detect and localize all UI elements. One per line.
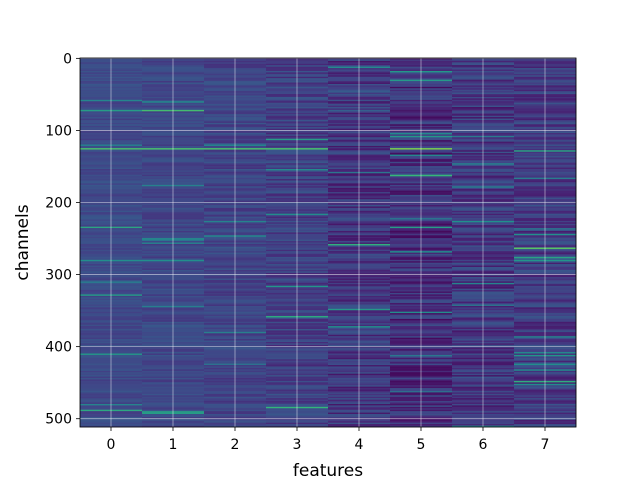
x-axis-title: features — [293, 461, 363, 480]
x-tick-label: 7 — [541, 437, 550, 453]
y-tick-label: 100 — [45, 123, 72, 139]
heatmap-cells — [80, 58, 577, 428]
x-tick-label: 1 — [169, 437, 178, 453]
y-tick-label: 400 — [45, 340, 72, 356]
y-axis-ticks: 0 100 200 300 400 500 — [45, 51, 80, 428]
x-tick-label: 6 — [479, 437, 488, 453]
y-tick-label: 0 — [63, 51, 72, 67]
x-tick-label: 2 — [231, 437, 240, 453]
x-tick-label: 4 — [355, 437, 364, 453]
x-tick-label: 5 — [417, 437, 426, 453]
y-tick-label: 200 — [45, 196, 72, 212]
y-tick-label: 500 — [45, 412, 72, 428]
x-tick-label: 0 — [107, 437, 116, 453]
y-tick-label: 300 — [45, 268, 72, 284]
grid-lines — [80, 57, 576, 427]
plot-frame — [79, 57, 577, 428]
x-tick-label: 3 — [293, 437, 302, 453]
x-axis-ticks: 0 1 2 3 4 5 6 7 — [107, 427, 550, 453]
y-axis-title: channels — [13, 204, 33, 280]
